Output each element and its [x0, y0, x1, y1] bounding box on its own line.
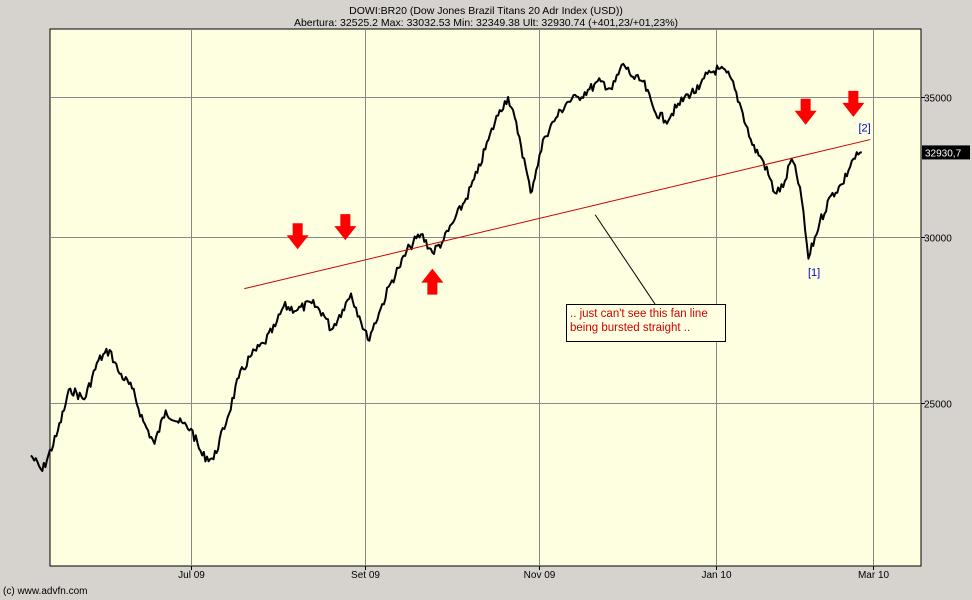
callout-pointer	[594, 214, 656, 305]
copyright: (c) www.advfn.com	[3, 586, 88, 597]
price-stats: Abertura: 32525.2 Max: 33032.53 Min: 323…	[293, 17, 679, 29]
x-tick-label: Jan 10	[701, 570, 731, 581]
callout-line-1: .. just can't see this fan line	[570, 308, 708, 320]
plot-area	[49, 28, 922, 567]
callout-box: .. just can't see this fan line being bu…	[566, 304, 726, 342]
x-tick-label: Set 09	[351, 570, 380, 581]
price-series-line	[30, 62, 862, 472]
fan-line	[244, 139, 871, 290]
arrow-up-icon	[421, 268, 444, 295]
y-tick-label: 25000	[924, 400, 952, 411]
chart-title: DOWI:BR20 (Dow Jones Brazil Titans 20 Ad…	[349, 5, 623, 17]
callout-line-2: being bursted straight ..	[570, 322, 691, 334]
arrow-down-icon	[842, 90, 865, 117]
arrow-down-icon	[334, 214, 357, 241]
last-value-box	[922, 145, 970, 160]
y-tick-label: 30000	[924, 234, 952, 245]
last-value-label: 32930,7	[925, 148, 962, 159]
y-tick-label: 35000	[924, 94, 952, 105]
wave-label: [2]	[858, 122, 870, 134]
arrow-down-icon	[794, 98, 817, 125]
x-tick-label: Mar 10	[858, 570, 890, 581]
x-tick-label: Jul 09	[178, 570, 205, 581]
x-tick-label: Nov 09	[524, 570, 556, 581]
arrow-down-icon	[286, 223, 309, 250]
wave-label: [1]	[808, 267, 820, 279]
